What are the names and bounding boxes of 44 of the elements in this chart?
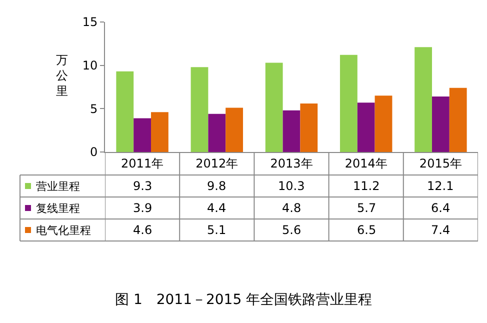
data-label: 6.4: [431, 201, 450, 215]
x-tick-label: 2011年: [121, 156, 164, 170]
bar: [357, 102, 375, 152]
bar: [265, 62, 283, 152]
data-label: 5.6: [282, 223, 302, 237]
y-tick-label: 10: [82, 58, 98, 73]
bar: [374, 96, 392, 152]
bar: [226, 108, 244, 152]
data-label: 5.7: [357, 201, 376, 215]
data-label: 4.4: [207, 201, 226, 215]
y-tick-label: 0: [90, 145, 98, 160]
data-label: 9.3: [133, 179, 152, 193]
data-label: 5.1: [207, 223, 226, 237]
data-label: 10.3: [278, 179, 305, 193]
data-label: 3.9: [133, 201, 152, 215]
legend-label: 营业里程: [36, 180, 80, 193]
bar: [300, 103, 318, 152]
data-label: 4.8: [282, 201, 302, 215]
data-label: 12.1: [427, 179, 454, 193]
data-label: 7.4: [431, 223, 450, 237]
bar: [190, 67, 208, 152]
data-label: 6.5: [357, 223, 376, 237]
x-tick-label: 2014年: [344, 156, 388, 170]
bar: [414, 47, 432, 152]
bar: [151, 112, 168, 152]
data-label: 9.8: [207, 179, 226, 193]
x-tick-label: 2015年: [419, 156, 462, 170]
legend-label: 复线里程: [36, 202, 80, 215]
text: 图 1 2011－2015 年全国铁路营业里程: [115, 292, 372, 308]
legend-label: 电气化里程: [36, 224, 91, 237]
bar: [449, 88, 467, 152]
y-tick-label: 15: [82, 15, 98, 30]
bar: [340, 54, 358, 152]
bar: [432, 96, 450, 152]
y-tick-label: 5: [90, 102, 98, 116]
bar: [134, 118, 151, 152]
bar: [208, 114, 226, 152]
x-tick-label: 2012年: [196, 156, 238, 170]
data-label: 11.2: [353, 179, 380, 193]
data-label: 4.6: [133, 223, 152, 237]
y-axis-title: 万公里: [56, 53, 68, 98]
bar: [282, 110, 300, 152]
bar: [116, 71, 134, 152]
x-tick-label: 2013年: [270, 156, 313, 170]
